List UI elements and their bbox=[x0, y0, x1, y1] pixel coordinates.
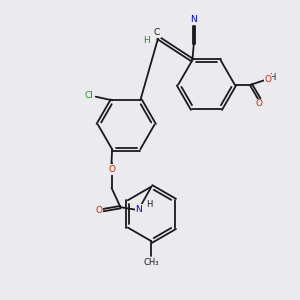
Text: C: C bbox=[154, 28, 160, 37]
Text: H: H bbox=[146, 200, 153, 209]
Text: N: N bbox=[136, 205, 142, 214]
Text: O: O bbox=[108, 165, 115, 174]
Text: H: H bbox=[143, 36, 150, 45]
Text: Cl: Cl bbox=[85, 91, 94, 100]
Text: H: H bbox=[270, 73, 276, 82]
Text: N: N bbox=[190, 15, 197, 24]
Text: CH₃: CH₃ bbox=[144, 258, 159, 267]
Text: O: O bbox=[256, 99, 263, 108]
Text: O: O bbox=[95, 206, 102, 215]
Text: O: O bbox=[265, 75, 272, 84]
